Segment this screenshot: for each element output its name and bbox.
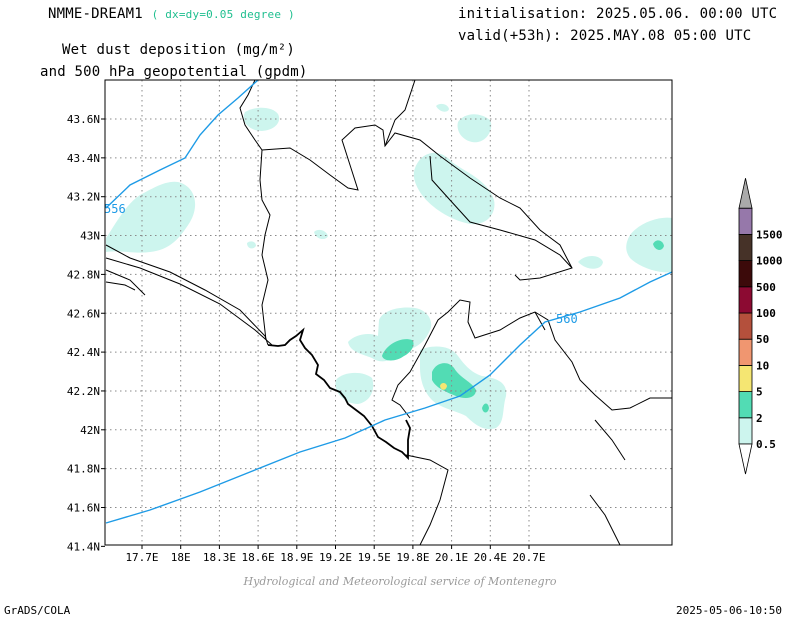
lon-tick-label: 19.8E [396, 551, 429, 564]
latitude-axis: 43.6N 43.4N 43.2N 43N 42.8N 42.6N 42.4N 42.2N 42… [67, 113, 100, 553]
resolution-label: ( dx=dy=0.05 degree ) [151, 8, 295, 21]
legend-level-label: 50 [756, 333, 769, 346]
credit-line: Hydrological and Meteorological service … [243, 575, 557, 588]
legend-level-label: 2 [756, 412, 763, 425]
lon-tick-label: 20.4E [474, 551, 507, 564]
contour-556-line [105, 80, 259, 209]
legend-level-label: 10 [756, 359, 769, 372]
lat-tick-label: 41.4N [67, 540, 100, 553]
lon-tick-label: 17.7E [125, 551, 158, 564]
legend-swatch [738, 312, 753, 340]
legend-level-label: 1000 [756, 255, 783, 268]
map-title-line2: and 500 hPa geopotential (gpdm) [40, 64, 308, 80]
lat-tick-label: 42.8N [67, 268, 100, 281]
map-title-line1: Wet dust deposition (mg/m²) [62, 42, 295, 58]
lat-tick-label: 41.8N [67, 463, 100, 476]
init-time: initialisation: 2025.05.06. 00:00 UTC [458, 6, 778, 22]
legend-swatch [738, 233, 753, 261]
valid-time: valid(+53h): 2025.MAY.08 05:00 UTC [458, 28, 752, 44]
lat-tick-label: 43N [80, 230, 100, 243]
legend-swatch [738, 417, 753, 445]
legend-lower-arrow [738, 443, 753, 475]
lon-tick-label: 19.5E [358, 551, 391, 564]
model-label: NMME-DREAM1 [48, 6, 143, 22]
legend-upper-arrow [738, 178, 753, 209]
lon-tick-label: 19.2E [319, 551, 352, 564]
deposition-low-shading [106, 103, 672, 430]
lat-tick-label: 43.6N [67, 113, 100, 126]
model-name: NMME-DREAM1 ( dx=dy=0.05 degree ) [48, 6, 295, 22]
contour-560-line [105, 271, 672, 524]
country-borders [105, 80, 672, 545]
deposition-high-spot [440, 383, 447, 390]
lat-tick-label: 42.4N [67, 346, 100, 359]
lon-tick-label: 20.1E [435, 551, 468, 564]
map-frame [104, 79, 673, 546]
legend-swatch [738, 391, 753, 419]
longitude-axis: 17.7E 18E 18.3E 18.6E 18.9E 19.2E 19.5E 19.8E 20… [125, 551, 545, 564]
legend-swatch [738, 364, 753, 392]
lat-tick-label: 43.2N [67, 191, 100, 204]
lon-tick-label: 18.9E [280, 551, 313, 564]
lat-tick-label: 43.4N [67, 152, 100, 165]
geopotential-contours [105, 80, 672, 524]
legend-swatch [738, 338, 753, 366]
lat-tick-label: 41.6N [67, 502, 100, 515]
lat-tick-label: 42.2N [67, 385, 100, 398]
lat-tick-label: 42.6N [67, 307, 100, 320]
lon-tick-label: 18.6E [242, 551, 275, 564]
color-legend: 0.5 2 5 10 50 100 500 1000 1500 [738, 178, 783, 475]
lon-tick-label: 18.3E [203, 551, 236, 564]
lon-tick-label: 20.7E [512, 551, 545, 564]
legend-swatch [738, 260, 753, 288]
axis-ticks [101, 118, 530, 549]
contour-label-556: 556 [104, 202, 126, 216]
legend-level-label: 1500 [756, 228, 783, 241]
legend-level-label: 100 [756, 307, 776, 320]
lon-tick-label: 18E [171, 551, 191, 564]
render-timestamp: 2025-05-06-10:50 [676, 604, 782, 617]
legend-level-label: 0.5 [756, 438, 776, 451]
map-area [105, 80, 672, 545]
legend-swatch [738, 286, 753, 314]
lat-tick-label: 42N [80, 424, 100, 437]
legend-level-label: 5 [756, 386, 763, 399]
contour-label-560: 560 [556, 312, 578, 326]
legend-level-label: 500 [756, 281, 776, 294]
software-label: GrADS/COLA [4, 604, 71, 617]
legend-swatch [738, 207, 753, 235]
